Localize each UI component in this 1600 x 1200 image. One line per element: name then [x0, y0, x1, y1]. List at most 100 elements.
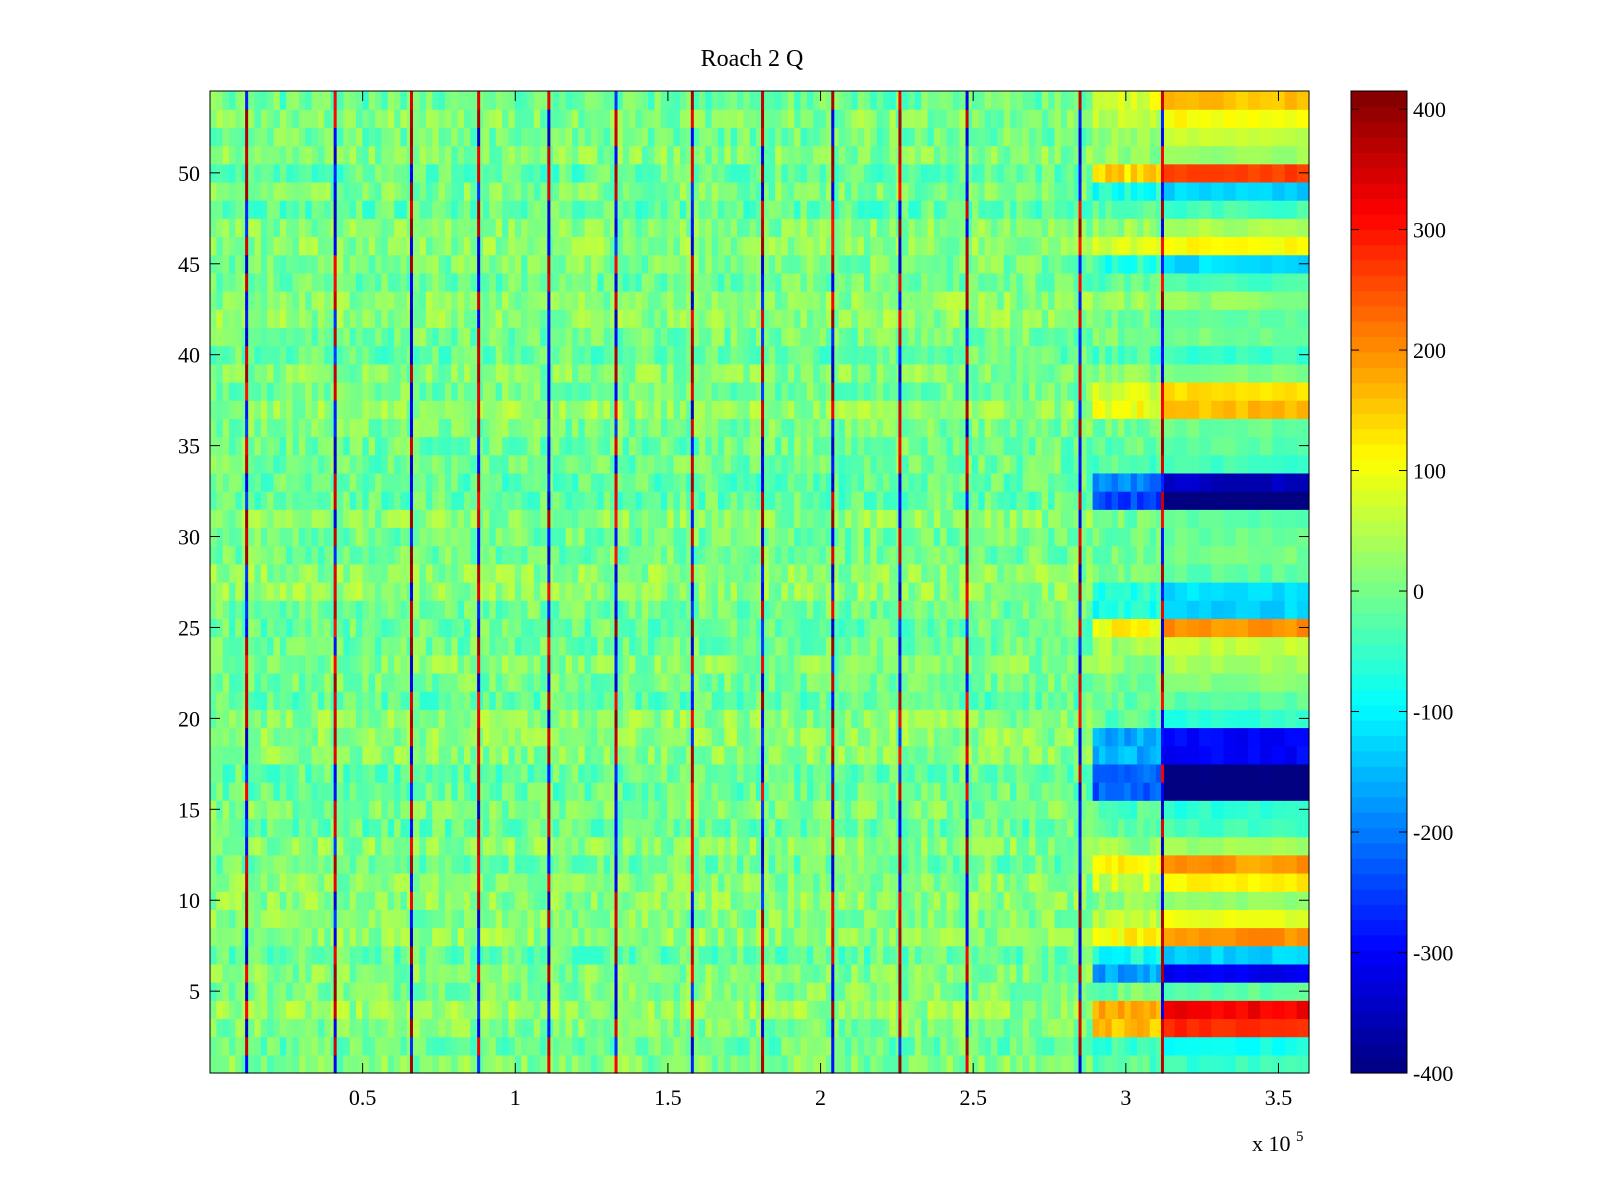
heatmap-cell — [940, 854, 948, 874]
heatmap-cell — [1223, 745, 1237, 765]
heatmap-cell — [743, 836, 751, 856]
heatmap-cell — [425, 782, 433, 801]
heatmap-cell — [1296, 1018, 1310, 1038]
heatmap-cell — [730, 1018, 738, 1038]
heatmap-cell — [305, 509, 313, 529]
heatmap-cell — [508, 763, 516, 783]
heatmap-cell — [368, 545, 376, 565]
heatmap-cell — [965, 600, 973, 619]
heatmap-cell — [457, 563, 465, 583]
heatmap-cell — [1086, 691, 1094, 710]
heatmap-cell — [864, 600, 871, 619]
heatmap-cell — [851, 963, 859, 983]
heatmap-cell — [210, 582, 217, 601]
heatmap-cell — [413, 636, 421, 656]
heatmap-cell — [324, 872, 332, 892]
heatmap-cell — [521, 618, 529, 638]
heatmap-cell — [349, 891, 357, 910]
heatmap-cell — [1035, 527, 1043, 547]
heatmap-cell — [337, 727, 344, 747]
heatmap-cell — [705, 672, 713, 692]
heatmap-cell — [959, 891, 967, 910]
heatmap-cell — [838, 691, 846, 710]
heatmap-cell — [673, 872, 681, 892]
heatmap-cell — [889, 563, 897, 583]
heatmap-cell — [813, 909, 821, 929]
heatmap-cell — [317, 872, 325, 892]
heatmap-cell — [1041, 1036, 1049, 1056]
heatmap-cell — [946, 709, 954, 729]
heatmap-cell — [597, 836, 605, 856]
heatmap-cell — [978, 745, 986, 765]
heatmap-cell — [737, 1018, 744, 1038]
heatmap-cell — [991, 945, 998, 965]
heatmap-cell — [578, 1054, 586, 1074]
heatmap-cell — [965, 691, 973, 710]
heatmap-cell — [946, 527, 954, 547]
heatmap-cell — [749, 763, 757, 783]
heatmap-cell — [495, 1054, 503, 1074]
heatmap-cell — [819, 1054, 827, 1074]
heatmap-cell — [864, 636, 871, 656]
heatmap-cell — [1235, 727, 1249, 747]
heatmap-cell — [946, 982, 954, 1001]
heatmap-cell — [254, 963, 262, 983]
heatmap-cell — [1105, 672, 1113, 692]
heatmap-cell — [1054, 982, 1062, 1001]
heatmap-cell — [1079, 672, 1087, 692]
heatmap-cell — [984, 691, 992, 710]
heatmap-cell — [552, 654, 560, 674]
heatmap-cell — [730, 945, 738, 965]
heatmap-cell — [254, 563, 262, 583]
heatmap-cell — [705, 545, 713, 565]
heatmap-cell — [864, 782, 871, 801]
heatmap-cell — [1054, 800, 1062, 820]
heatmap-cell — [317, 818, 325, 838]
heatmap-cell — [286, 836, 294, 856]
heatmap-cell — [1010, 800, 1018, 820]
heatmap-cell — [1143, 563, 1151, 583]
heatmap-cell — [724, 600, 732, 619]
heatmap-cell — [641, 600, 649, 619]
heatmap-cell — [368, 1000, 376, 1020]
heatmap-cell — [1124, 963, 1132, 983]
heatmap-cell — [832, 763, 840, 783]
heatmap-cell — [317, 600, 325, 619]
heatmap-cell — [216, 545, 224, 565]
heatmap-cell — [991, 982, 998, 1001]
heatmap-cell — [952, 872, 960, 892]
heatmap-cell — [635, 963, 643, 983]
heatmap-cell — [1010, 927, 1018, 947]
heatmap-cell — [1162, 1018, 1176, 1038]
heatmap-cell — [921, 691, 929, 710]
heatmap-cell — [235, 927, 243, 947]
heatmap-cell — [394, 763, 402, 783]
heatmap-cell — [641, 1036, 649, 1056]
heatmap-cell — [654, 1000, 662, 1020]
heatmap-cell — [349, 1054, 357, 1074]
heatmap-cell — [819, 963, 827, 983]
heatmap-cell — [1060, 963, 1068, 983]
heatmap-cell — [419, 1000, 427, 1020]
heatmap-cell — [635, 1000, 643, 1020]
heatmap-cell — [756, 672, 764, 692]
heatmap-cell — [463, 891, 471, 910]
heatmap-cell — [533, 1036, 541, 1056]
heatmap-cell — [286, 672, 294, 692]
heatmap-cell — [832, 709, 840, 729]
heatmap-cell — [768, 891, 776, 910]
heatmap-cell — [876, 1000, 884, 1020]
heatmap-cell — [648, 691, 656, 710]
heatmap-cell — [298, 963, 306, 983]
heatmap-cell — [914, 763, 922, 783]
heatmap-cell — [590, 618, 598, 638]
heatmap-cell — [889, 763, 897, 783]
heatmap-cell — [1162, 691, 1176, 710]
heatmap-cell — [1174, 945, 1188, 965]
heatmap-cell — [210, 1018, 217, 1038]
heatmap-cell — [273, 800, 281, 820]
heatmap-cell — [394, 509, 402, 529]
heatmap-cell — [864, 672, 871, 692]
heatmap-cell — [394, 654, 402, 674]
heatmap-cell — [775, 1036, 783, 1056]
